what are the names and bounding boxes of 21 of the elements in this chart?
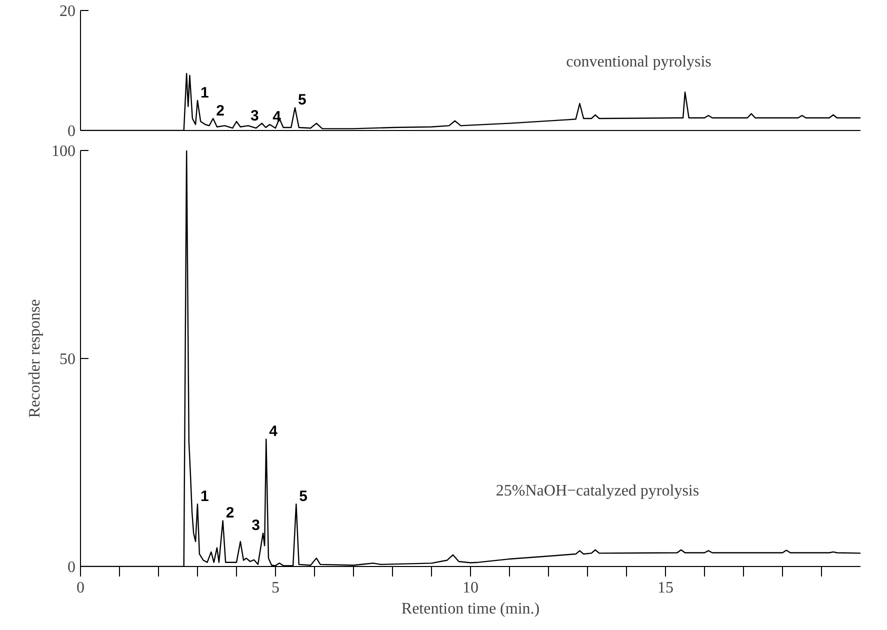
annotation: 3: [252, 517, 260, 534]
y-axis-title: Recorder response: [26, 299, 44, 418]
annotation: 25%NaOH−catalyzed pyrolysis: [496, 482, 700, 500]
annotation: 1: [200, 488, 209, 506]
annotation: 5: [298, 92, 306, 109]
annotation: conventional pyrolysis: [566, 54, 712, 70]
y-tick-label: 0: [68, 559, 76, 576]
x-axis-title: Retention time (min.): [401, 600, 540, 618]
x-tick-label: 5: [272, 580, 280, 596]
y-tick-label: 20: [60, 3, 76, 20]
annotation: 5: [299, 488, 308, 506]
y-tick-label: 0: [68, 123, 76, 140]
y-tick-label: 50: [60, 351, 76, 368]
annotation: 2: [216, 102, 224, 120]
x-tick-label: 10: [462, 580, 478, 596]
annotation: 4: [269, 423, 278, 440]
annotation: 1: [200, 84, 209, 102]
annotation: 3: [250, 107, 259, 124]
annotation: 2: [226, 504, 234, 522]
x-tick-label: 15: [658, 580, 674, 596]
y-tick-label: 100: [52, 143, 76, 160]
